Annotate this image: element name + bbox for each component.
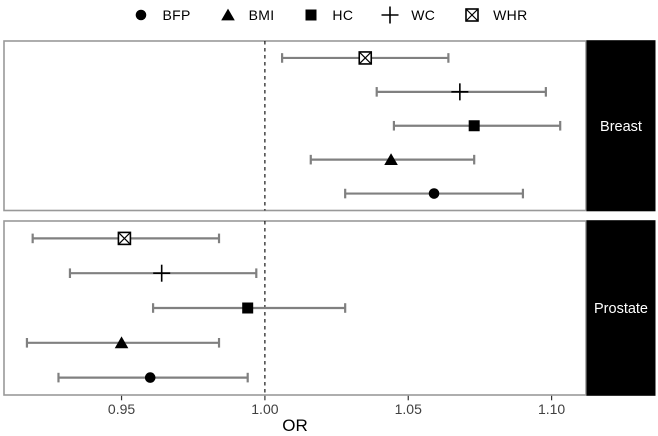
strip-label: Breast — [600, 119, 642, 135]
legend-item-bmi: BMI — [218, 5, 275, 25]
panel-prostate: Prostate — [3, 220, 656, 396]
square-glyph — [305, 9, 317, 21]
triangle-glyph — [384, 153, 398, 166]
circle-icon — [136, 9, 147, 21]
legend-label: WHR — [493, 7, 528, 23]
triangle-icon — [220, 8, 235, 21]
boxed-x-d2 — [465, 8, 479, 22]
legend: BFP BMI HC WC WHR — [4, 0, 655, 30]
circle-glyph — [136, 9, 147, 21]
strip-bg — [586, 40, 656, 212]
legend-item-bfp: BFP — [131, 5, 190, 25]
x-tick-label: 0.95 — [108, 401, 135, 417]
circle-glyph — [428, 188, 440, 199]
strip-prostate: Prostate — [586, 220, 656, 396]
point-breast-whr — [358, 51, 373, 65]
circle-icon-glyph — [136, 9, 147, 21]
square-icon — [305, 9, 317, 21]
point-prostate-whr — [117, 231, 132, 246]
square-icon-glyph — [305, 9, 317, 21]
triangle-glyph — [114, 336, 129, 349]
square-glyph — [242, 302, 254, 314]
point-prostate-bmi — [114, 336, 129, 349]
x-axis: 0.95 1.00 1.05 1.10 — [108, 395, 565, 417]
point-breast-hc — [468, 120, 480, 132]
x-axis-title: OR — [282, 416, 308, 435]
triangle-icon-glyph — [220, 8, 235, 21]
point-prostate-hc — [242, 302, 254, 314]
point-breast-bmi — [384, 153, 398, 166]
legend-label: BMI — [248, 7, 275, 23]
triangle-glyph — [220, 8, 235, 21]
plus-icon-glyph — [381, 6, 399, 24]
circle-glyph — [144, 372, 156, 383]
x-tick-label: 1.10 — [538, 401, 565, 417]
strip-label: Prostate — [594, 301, 648, 317]
square-glyph — [468, 120, 480, 132]
point-prostate-bfp — [144, 372, 156, 383]
boxed-x-d2 — [117, 231, 131, 245]
legend-item-whr: WHR — [462, 5, 527, 25]
point-breast-wc — [451, 83, 469, 101]
x-tick-label: 1.00 — [251, 401, 278, 417]
strip-bg — [586, 220, 656, 396]
legend-label: HC — [332, 7, 354, 23]
legend-label: WC — [411, 7, 436, 23]
boxed-x-d2 — [358, 51, 372, 65]
legend-item-wc: WC — [380, 5, 435, 25]
point-breast-bfp — [428, 188, 440, 199]
square-x-icon-glyph — [465, 8, 479, 22]
legend-item-hc: HC — [301, 5, 353, 25]
plus-icon — [381, 6, 399, 24]
legend-label: BFP — [162, 7, 191, 23]
strip-breast: Breast — [586, 40, 656, 212]
point-prostate-wc — [153, 264, 171, 282]
panel-breast: Breast — [3, 40, 656, 212]
x-tick-label: 1.05 — [395, 401, 422, 417]
square-x-icon — [465, 8, 479, 22]
